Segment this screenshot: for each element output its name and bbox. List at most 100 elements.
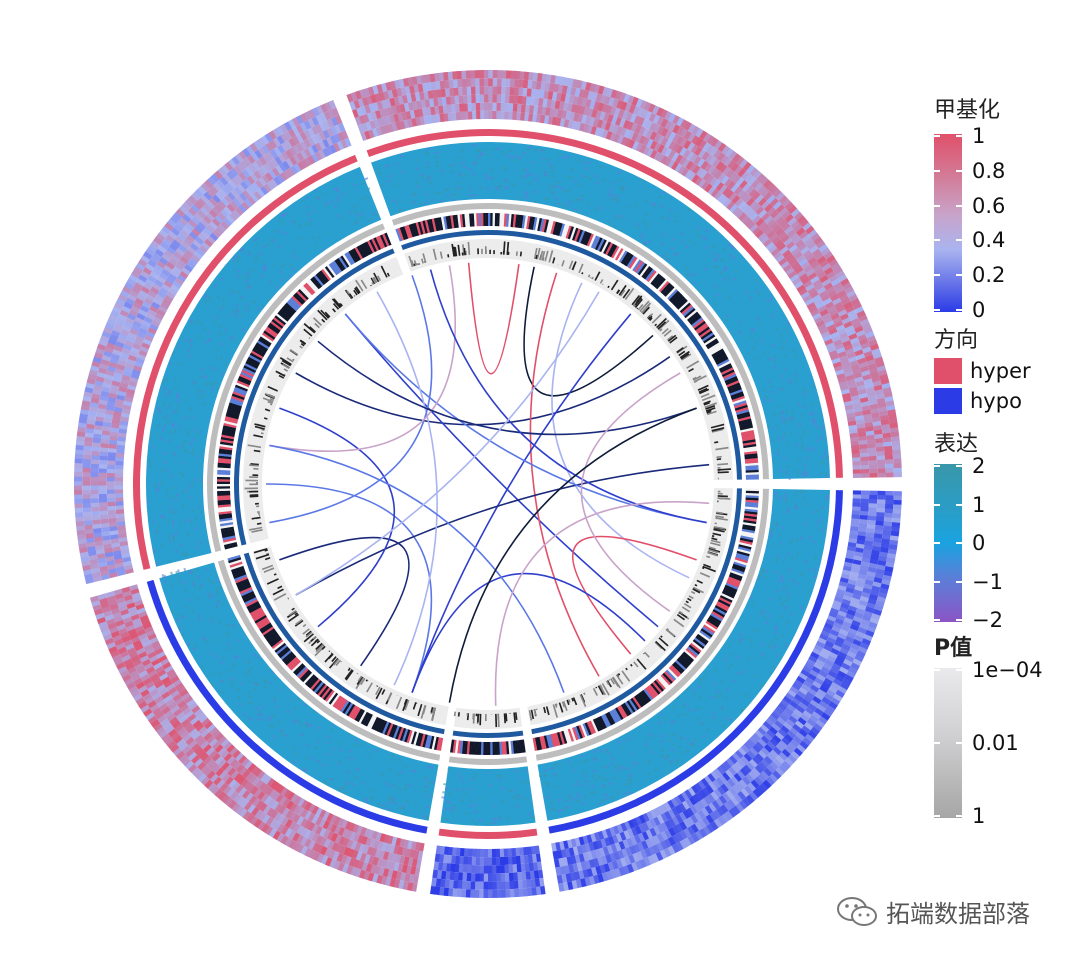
methylation-cell — [693, 803, 702, 813]
expression-cell — [189, 441, 193, 446]
methylation-cell — [154, 680, 164, 689]
methylation-cell — [792, 735, 803, 745]
methylation-cell — [336, 141, 345, 151]
methylation-cell — [496, 889, 502, 898]
expression-cell — [802, 472, 805, 476]
methylation-cell — [613, 851, 621, 861]
methylation-cell — [184, 263, 194, 273]
methylation-cell — [730, 796, 740, 806]
methylation-cell — [659, 849, 668, 860]
methylation-cell — [678, 802, 687, 813]
methylation-cell — [487, 857, 493, 866]
methylation-cell — [457, 872, 463, 881]
methylation-cell — [266, 777, 275, 787]
methylation-cell — [111, 546, 121, 552]
methylation-cell — [284, 837, 293, 847]
methylation-cell — [226, 203, 236, 213]
methylation-cell — [779, 713, 789, 723]
expression-cell — [459, 174, 464, 177]
methylation-cell — [858, 599, 868, 607]
methylation-cell — [103, 417, 113, 424]
methylation-cell — [165, 683, 175, 692]
expression-cell — [460, 187, 464, 190]
methylation-cell — [724, 769, 734, 779]
methylation-cell — [697, 809, 706, 820]
methylation-cell — [152, 707, 162, 716]
methylation-cell — [114, 367, 125, 375]
methylation-cell — [877, 464, 886, 470]
methylation-cell — [792, 235, 802, 245]
methylation-cell — [277, 144, 286, 154]
methylation-cell — [296, 142, 305, 153]
methylation-cell — [284, 121, 293, 131]
methylation-cell — [234, 174, 244, 184]
methylation-cell — [814, 707, 824, 717]
methylation-cell — [221, 773, 231, 783]
methylation-cell — [96, 407, 106, 414]
methylation-cell — [800, 246, 810, 255]
methylation-cell — [235, 763, 245, 773]
methylation-cell — [685, 798, 694, 808]
methylation-cell — [193, 758, 204, 768]
methylation-cell — [721, 772, 731, 782]
barcode-cell — [492, 741, 496, 755]
methylation-cell — [85, 427, 95, 434]
methylation-cell — [232, 761, 242, 771]
methylation-cell — [82, 476, 91, 482]
methylation-cell — [223, 206, 233, 216]
methylation-cell — [507, 856, 513, 865]
methylation-cell — [620, 136, 628, 146]
methylation-cell — [539, 885, 546, 895]
methylation-cell — [787, 256, 797, 265]
methylation-cell — [164, 736, 174, 746]
methylation-cell — [112, 634, 122, 642]
methylation-cell — [675, 154, 684, 164]
expression-cell — [194, 478, 197, 482]
methylation-cell — [86, 541, 96, 548]
methylation-cell — [266, 181, 275, 191]
methylation-cell — [518, 888, 524, 897]
methylation-cell — [133, 338, 143, 347]
methylation-cell — [160, 658, 170, 666]
methylation-cell — [336, 852, 344, 863]
methylation-cell — [674, 804, 683, 815]
methylation-cell — [179, 729, 189, 739]
methylation-cell — [535, 89, 541, 98]
methylation-cell — [876, 512, 885, 518]
methylation-cell — [100, 438, 110, 444]
methylation-cell — [641, 822, 650, 832]
methylation-cell — [543, 90, 550, 100]
methylation-cell — [798, 258, 808, 267]
methylation-cell — [749, 223, 759, 233]
methylation-cell — [194, 770, 204, 780]
methylation-cell — [488, 78, 494, 87]
methylation-cell — [634, 825, 642, 835]
methylation-cell — [291, 126, 301, 136]
barcode-cell — [490, 741, 493, 755]
methylation-cell — [649, 809, 657, 819]
methylation-cell — [512, 103, 518, 112]
methylation-cell — [293, 795, 302, 805]
methylation-cell — [82, 471, 91, 477]
methylation-cell — [479, 94, 485, 103]
methylation-cell — [300, 159, 309, 169]
methylation-cell — [233, 165, 242, 175]
methylation-cell — [322, 829, 331, 839]
methylation-cell — [156, 699, 166, 708]
methylation-cell — [201, 717, 211, 727]
methylation-cell — [178, 753, 189, 763]
methylation-cell — [775, 227, 785, 237]
methylation-cell — [725, 189, 735, 199]
methylation-cell — [119, 608, 130, 616]
methylation-cell — [333, 825, 342, 835]
methylation-cell — [467, 94, 472, 104]
methylation-cell — [551, 116, 558, 126]
expression-cell — [483, 149, 488, 152]
methylation-cell — [808, 305, 818, 314]
methylation-cell — [687, 787, 696, 797]
methylation-cell — [315, 834, 324, 845]
methylation-cell — [115, 340, 125, 349]
methylation-cell — [238, 171, 247, 181]
expression-cell — [801, 446, 804, 450]
methylation-cell — [852, 461, 861, 466]
